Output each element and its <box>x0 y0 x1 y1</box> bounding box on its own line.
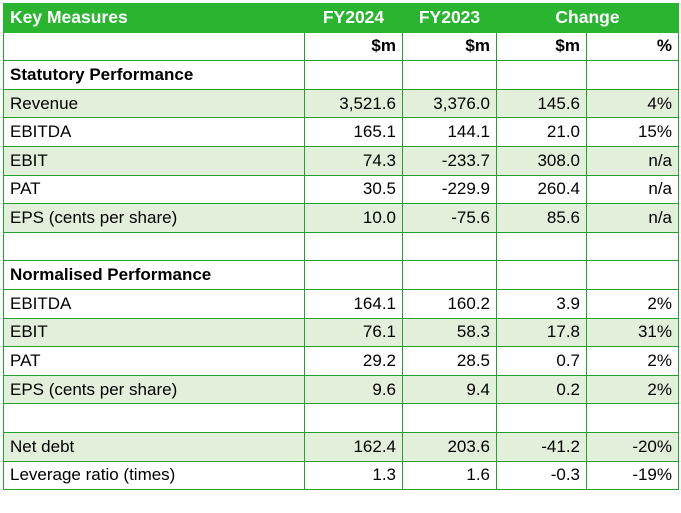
cell-change: -0.3 <box>496 460 587 491</box>
section-title: Statutory Performance <box>3 60 305 90</box>
row-label: PAT <box>3 346 305 376</box>
table-row: PAT 30.5 -229.9 260.4 n/a <box>3 174 679 205</box>
row-label: Revenue <box>3 88 305 119</box>
row-label: Net debt <box>3 431 305 462</box>
cell-change: 17.8 <box>496 317 587 348</box>
units-change-pct: % <box>586 31 679 62</box>
cell-change: 260.4 <box>496 174 587 205</box>
section-title: Normalised Performance <box>3 260 305 290</box>
section-row-normalised: Normalised Performance <box>3 260 679 290</box>
cell-fy2023: 1.6 <box>402 460 497 491</box>
units-change-abs: $m <box>496 31 587 62</box>
cell-fy2023: 203.6 <box>402 431 497 462</box>
cell-pct: 31% <box>586 317 679 348</box>
cell-fy2023: -233.7 <box>402 145 497 176</box>
table-row: EBIT 74.3 -233.7 308.0 n/a <box>3 145 679 176</box>
cell-fy2024: 165.1 <box>304 117 403 147</box>
cell-fy2024: 76.1 <box>304 317 403 348</box>
blank-row <box>3 231 679 262</box>
cell-change: 308.0 <box>496 145 587 176</box>
row-label: EPS (cents per share) <box>3 203 305 233</box>
cell-pct: 2% <box>586 374 679 405</box>
cell-fy2024: 164.1 <box>304 288 403 319</box>
table-row: Net debt 162.4 203.6 -41.2 -20% <box>3 431 679 462</box>
cell-pct: n/a <box>586 174 679 205</box>
section-row-statutory: Statutory Performance <box>3 60 679 90</box>
table-row: Leverage ratio (times) 1.3 1.6 -0.3 -19% <box>3 460 679 491</box>
row-label: EBITDA <box>3 288 305 319</box>
table-row: EBITDA 165.1 144.1 21.0 15% <box>3 117 679 147</box>
cell-fy2024: 1.3 <box>304 460 403 491</box>
cell-pct: 2% <box>586 288 679 319</box>
cell-pct: n/a <box>586 145 679 176</box>
table-row: PAT 29.2 28.5 0.7 2% <box>3 346 679 376</box>
units-fy2024: $m <box>304 31 403 62</box>
row-label: PAT <box>3 174 305 205</box>
table-row: EPS (cents per share) 10.0 -75.6 85.6 n/… <box>3 203 679 233</box>
cell-change: -41.2 <box>496 431 587 462</box>
cell-fy2023: 58.3 <box>402 317 497 348</box>
cell-fy2023: 9.4 <box>402 374 497 405</box>
units-row: $m $m $m % <box>3 31 679 62</box>
cell-pct: -19% <box>586 460 679 491</box>
cell-fy2024: 162.4 <box>304 431 403 462</box>
cell-pct: 4% <box>586 88 679 119</box>
row-label: EBITDA <box>3 117 305 147</box>
cell-fy2023: 3,376.0 <box>402 88 497 119</box>
blank-row <box>3 403 679 433</box>
cell-fy2024: 9.6 <box>304 374 403 405</box>
header-change: Change <box>496 3 679 33</box>
units-empty-cell <box>3 31 305 62</box>
table-row: EBITDA 164.1 160.2 3.9 2% <box>3 288 679 319</box>
row-label: EPS (cents per share) <box>3 374 305 405</box>
header-row: Key Measures FY2024 FY2023 Change <box>3 3 679 33</box>
header-key-measures: Key Measures <box>3 3 305 33</box>
cell-change: 0.2 <box>496 374 587 405</box>
header-fy2023: FY2023 <box>402 3 497 33</box>
cell-pct: n/a <box>586 203 679 233</box>
cell-change: 145.6 <box>496 88 587 119</box>
key-measures-table: Key Measures FY2024 FY2023 Change $m $m … <box>3 3 679 491</box>
cell-fy2024: 10.0 <box>304 203 403 233</box>
cell-change: 85.6 <box>496 203 587 233</box>
cell-fy2023: -75.6 <box>402 203 497 233</box>
row-label: Leverage ratio (times) <box>3 460 305 491</box>
table-row: EPS (cents per share) 9.6 9.4 0.2 2% <box>3 374 679 405</box>
cell-fy2023: 160.2 <box>402 288 497 319</box>
cell-fy2023: -229.9 <box>402 174 497 205</box>
cell-fy2024: 30.5 <box>304 174 403 205</box>
cell-fy2024: 29.2 <box>304 346 403 376</box>
cell-change: 0.7 <box>496 346 587 376</box>
cell-pct: 2% <box>586 346 679 376</box>
cell-change: 21.0 <box>496 117 587 147</box>
row-label: EBIT <box>3 317 305 348</box>
cell-fy2024: 3,521.6 <box>304 88 403 119</box>
header-fy2024: FY2024 <box>304 3 403 33</box>
cell-fy2023: 28.5 <box>402 346 497 376</box>
table-row: EBIT 76.1 58.3 17.8 31% <box>3 317 679 348</box>
cell-change: 3.9 <box>496 288 587 319</box>
cell-fy2024: 74.3 <box>304 145 403 176</box>
cell-pct: -20% <box>586 431 679 462</box>
units-fy2023: $m <box>402 31 497 62</box>
cell-fy2023: 144.1 <box>402 117 497 147</box>
row-label: EBIT <box>3 145 305 176</box>
table-row: Revenue 3,521.6 3,376.0 145.6 4% <box>3 88 679 119</box>
cell-pct: 15% <box>586 117 679 147</box>
